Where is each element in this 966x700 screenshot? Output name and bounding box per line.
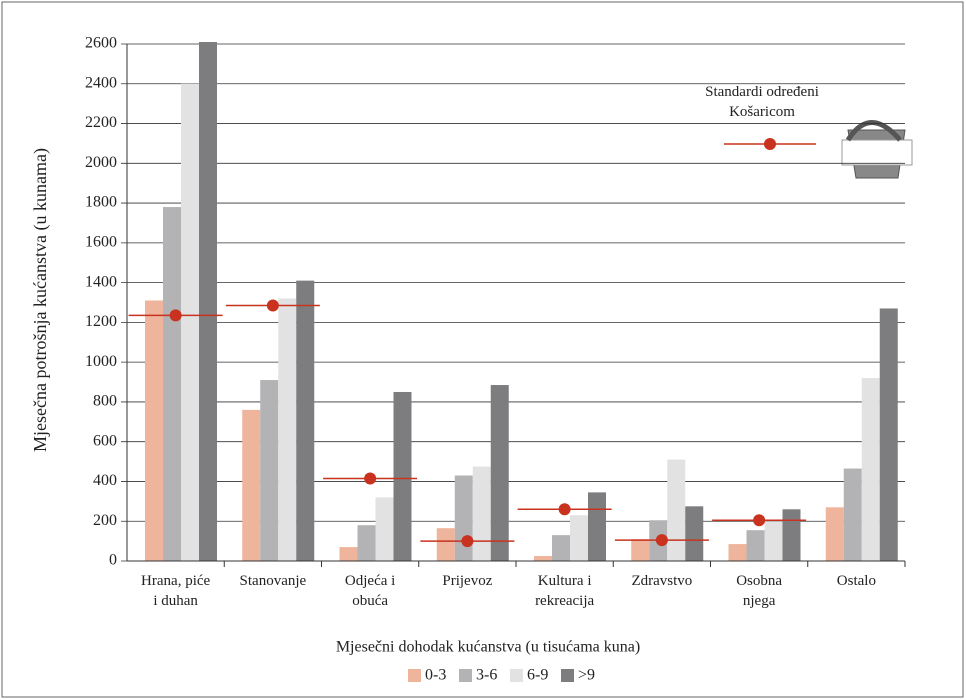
- bar: [667, 459, 686, 561]
- legend-label: 0-3: [425, 667, 446, 684]
- bar: [163, 207, 181, 562]
- standard-dot: [169, 309, 182, 322]
- bar: [843, 468, 862, 561]
- y-tick-label: 1600: [85, 234, 117, 251]
- legend-swatch: [408, 669, 421, 682]
- bar: [454, 475, 473, 561]
- x-tick-label: Stanovanje: [239, 573, 307, 589]
- x-axis-title: Mjesečni dohodak kućanstva (u tisućama k…: [336, 639, 640, 656]
- legend-swatch: [561, 669, 574, 682]
- legend-label: 3-6: [476, 667, 497, 684]
- standard-legend: Standardi određeni Košaricom: [705, 84, 819, 120]
- x-tick-label: Zdravstvo: [631, 573, 693, 589]
- x-tick-label: Ostalo: [836, 573, 876, 589]
- standard-legend-dot: [764, 138, 776, 150]
- y-tick-label: 0: [109, 552, 117, 569]
- bar: [534, 556, 552, 561]
- bar: [339, 547, 358, 561]
- standard-dot: [266, 299, 279, 312]
- y-tick-label: 2200: [85, 114, 117, 131]
- bar: [746, 530, 765, 561]
- x-tick-label: Osobna njega: [736, 573, 783, 609]
- bar: [631, 539, 650, 561]
- bar: [199, 42, 217, 562]
- basket-icon: [841, 120, 913, 179]
- y-tick-label: 1000: [85, 353, 117, 370]
- bar: [570, 515, 588, 561]
- bar: [782, 509, 801, 561]
- standard-dot: [753, 514, 766, 527]
- y-tick-label: 200: [93, 512, 117, 529]
- legend-swatch: [459, 669, 472, 682]
- y-tick-label: 1400: [85, 273, 117, 290]
- bar: [260, 380, 279, 561]
- bar: [242, 409, 261, 561]
- y-tick-label: 1800: [85, 194, 117, 211]
- bar: [278, 298, 297, 561]
- y-axis-title: Mjesečna potrošnja kućanstva (u kunama): [30, 148, 51, 452]
- bar: [296, 280, 315, 561]
- x-tick-label: Prijevoz: [442, 573, 493, 589]
- y-tick-label: 400: [93, 472, 117, 489]
- y-tick-label: 2000: [85, 154, 117, 171]
- bar: [764, 521, 783, 561]
- bar: [588, 492, 606, 561]
- bar: [357, 525, 376, 561]
- bar: [490, 385, 509, 561]
- x-tick-label: Hrana, piće i duhan: [141, 573, 211, 609]
- bar: [145, 300, 163, 561]
- bar: [436, 528, 455, 561]
- y-tick-label: 2400: [85, 74, 117, 91]
- legend-label: 6-9: [527, 667, 548, 684]
- bar: [181, 83, 199, 562]
- y-tick-label: 1200: [85, 313, 117, 330]
- bar: [375, 497, 394, 561]
- standard-dot: [461, 535, 474, 548]
- y-tick-label: 2600: [85, 35, 117, 52]
- y-tick-label: 800: [93, 393, 117, 410]
- x-tick-label: Kultura i rekreacija: [535, 573, 595, 609]
- bar: [472, 466, 491, 561]
- bar: [393, 391, 412, 561]
- standard-dot: [655, 534, 668, 547]
- bar: [685, 506, 704, 561]
- legend-swatch: [510, 669, 523, 682]
- standard-dot: [558, 503, 571, 516]
- y-tick-label: 600: [93, 432, 117, 449]
- bar: [825, 507, 844, 561]
- bar: [879, 308, 898, 561]
- bar: [552, 535, 570, 561]
- bar: [728, 544, 747, 561]
- x-tick-label: Odjeća i obuća: [344, 573, 396, 609]
- bar: [861, 378, 880, 561]
- legend-label: >9: [578, 667, 595, 684]
- standard-dot: [364, 472, 377, 485]
